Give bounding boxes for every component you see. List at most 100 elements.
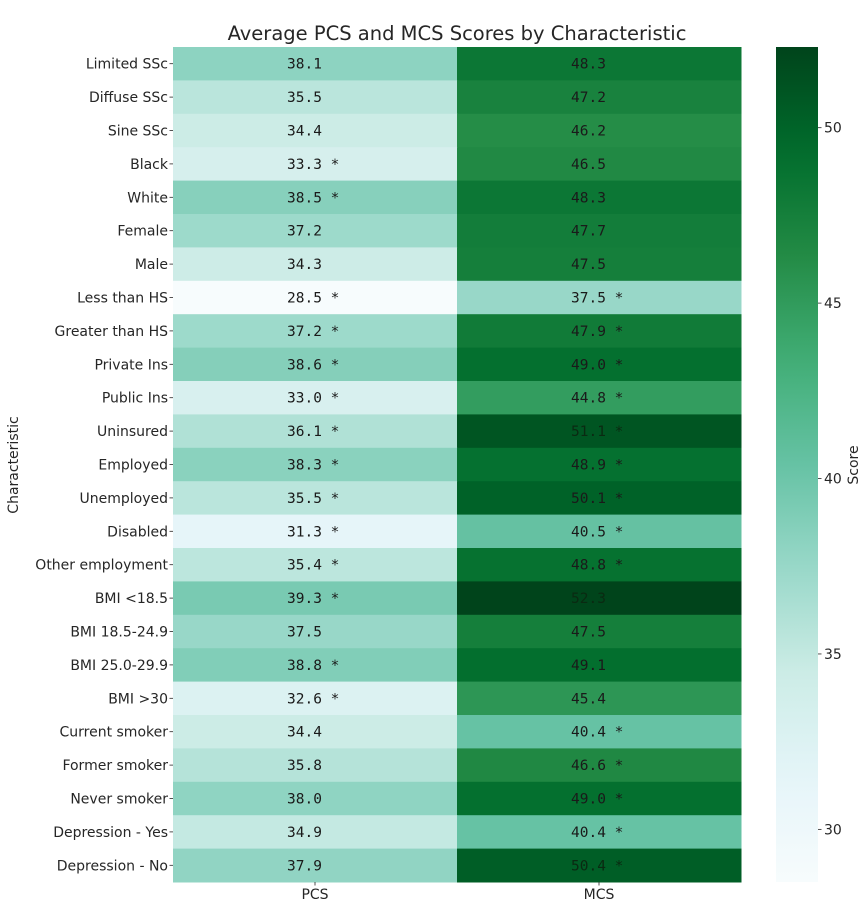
chart-title: Average PCS and MCS Scores by Characteri…	[228, 22, 687, 45]
cell-annotation: 39.3 *	[287, 591, 339, 607]
cell-annotation: 34.4	[287, 124, 322, 140]
cell-annotation: 37.5	[287, 625, 322, 641]
heatmap-cell	[457, 414, 742, 449]
y-tick-label: Never smoker	[70, 792, 168, 808]
cell-annotation: 35.5 *	[287, 491, 339, 507]
cell-annotation: 34.9	[287, 825, 322, 841]
colorbar-tick-label: 35	[824, 647, 842, 663]
cell-annotation: 49.0 *	[571, 357, 623, 373]
cell-annotation: 47.5	[571, 257, 606, 273]
heatmap-cell	[173, 581, 458, 616]
cell-annotation: 37.2	[287, 224, 322, 240]
cell-annotation: 52.3	[571, 591, 606, 607]
heatmap-cell	[173, 715, 458, 749]
y-tick-label: Greater than HS	[55, 324, 169, 340]
y-tick-label: Male	[135, 257, 168, 273]
colorbar-tick-label: 45	[824, 296, 842, 312]
cell-annotation: 38.5 *	[287, 190, 339, 206]
heatmap-cell	[457, 848, 742, 883]
cell-annotation: 34.3	[287, 257, 322, 273]
cell-annotation: 38.3 *	[287, 458, 339, 474]
heatmap-cell	[457, 381, 742, 415]
cell-annotation: 34.4	[287, 725, 322, 741]
colorbar-bar	[776, 47, 818, 882]
y-tick-label: Less than HS	[77, 291, 168, 307]
cell-annotation: 47.9 *	[571, 324, 623, 340]
cell-annotation: 33.0 *	[287, 391, 339, 407]
colorbar-tick-label: 40	[824, 472, 842, 488]
cell-annotation: 51.1 *	[571, 424, 623, 440]
heatmap-cell	[173, 113, 458, 148]
cell-annotation: 49.1	[571, 658, 606, 674]
heatmap-cell	[173, 781, 458, 816]
heatmap-cell	[173, 314, 458, 349]
cell-annotation: 50.4 *	[571, 858, 623, 874]
cell-annotation: 47.7	[571, 224, 606, 240]
y-tick-label: Unemployed	[80, 491, 169, 507]
y-tick-label: Female	[117, 224, 168, 240]
cell-annotation: 46.2	[571, 124, 606, 140]
y-tick-label: BMI <18.5	[95, 591, 168, 607]
heatmap-cell	[457, 581, 742, 616]
heatmap-cell	[457, 314, 742, 349]
y-tick-label: Diffuse SSc	[89, 90, 168, 106]
heatmap-cell	[173, 214, 458, 248]
cell-annotation: 32.6 *	[287, 691, 339, 707]
heatmap-cells: 38.1 48.3 35.5 47.2 34.4 46.2 33.3 * 46.5 38.5 *…	[173, 47, 742, 883]
y-tick-label: Depression - No	[57, 858, 168, 874]
heatmap-cell	[173, 748, 458, 783]
cell-annotation: 37.2 *	[287, 324, 339, 340]
heatmap-cell	[173, 481, 458, 516]
y-tick-label: Disabled	[107, 524, 168, 540]
x-tick-label: MCS	[584, 887, 615, 903]
heatmap-cell	[457, 180, 742, 215]
heatmap-cell	[457, 781, 742, 816]
y-tick-labels: Limited SSc Diffuse SSc Sine SSc Black White…	[35, 57, 173, 874]
cell-annotation: 48.8 *	[571, 558, 623, 574]
heatmap-cell	[173, 247, 458, 282]
y-tick-label: Sine SSc	[108, 124, 168, 140]
heatmap-cell	[173, 381, 458, 415]
y-tick-label: Public Ins	[102, 391, 168, 407]
heatmap-cell	[173, 815, 458, 850]
colorbar-tick-label: 50	[824, 121, 842, 137]
cell-annotation: 33.3 *	[287, 157, 339, 173]
cell-annotation: 35.5	[287, 90, 322, 106]
cell-annotation: 35.4 *	[287, 558, 339, 574]
heatmap-cell	[173, 681, 458, 716]
heatmap-cell	[457, 548, 742, 582]
colorbar: 30 35 40 45 50	[776, 47, 842, 882]
heatmap-cell	[457, 214, 742, 248]
x-tick-label: PCS	[301, 887, 328, 903]
cell-annotation: 48.3	[571, 190, 606, 206]
cell-annotation: 47.5	[571, 625, 606, 641]
heatmap-cell	[457, 481, 742, 516]
heatmap-cell	[457, 147, 742, 182]
heatmap-cell	[457, 681, 742, 716]
heatmap-cell	[173, 614, 458, 649]
cell-annotation: 38.0	[287, 792, 322, 808]
y-tick-label: Black	[130, 157, 169, 173]
heatmap-cell	[457, 247, 742, 282]
cell-annotation: 37.5 *	[571, 291, 623, 307]
heatmap-cell	[173, 548, 458, 582]
colorbar-tick-label: 30	[824, 822, 842, 838]
cell-annotation: 44.8 *	[571, 391, 623, 407]
cell-annotation: 49.0 *	[571, 792, 623, 808]
cell-annotation: 38.1	[287, 57, 322, 73]
cell-annotation: 45.4	[571, 691, 606, 707]
heatmap-cell	[173, 47, 458, 81]
y-tick-label: BMI 25.0-29.9	[70, 658, 168, 674]
cell-annotation: 37.9	[287, 858, 322, 874]
heatmap-cell	[457, 648, 742, 683]
cell-annotation: 38.6 *	[287, 357, 339, 373]
y-tick-label: Private Ins	[94, 357, 168, 373]
cell-annotation: 46.6 *	[571, 758, 623, 774]
heatmap-cell	[173, 80, 458, 115]
heatmap-cell	[457, 113, 742, 148]
cell-annotation: 35.8	[287, 758, 322, 774]
cell-annotation: 40.4 *	[571, 725, 623, 741]
cell-annotation: 47.2	[571, 90, 606, 106]
y-tick-label: Uninsured	[97, 424, 168, 440]
